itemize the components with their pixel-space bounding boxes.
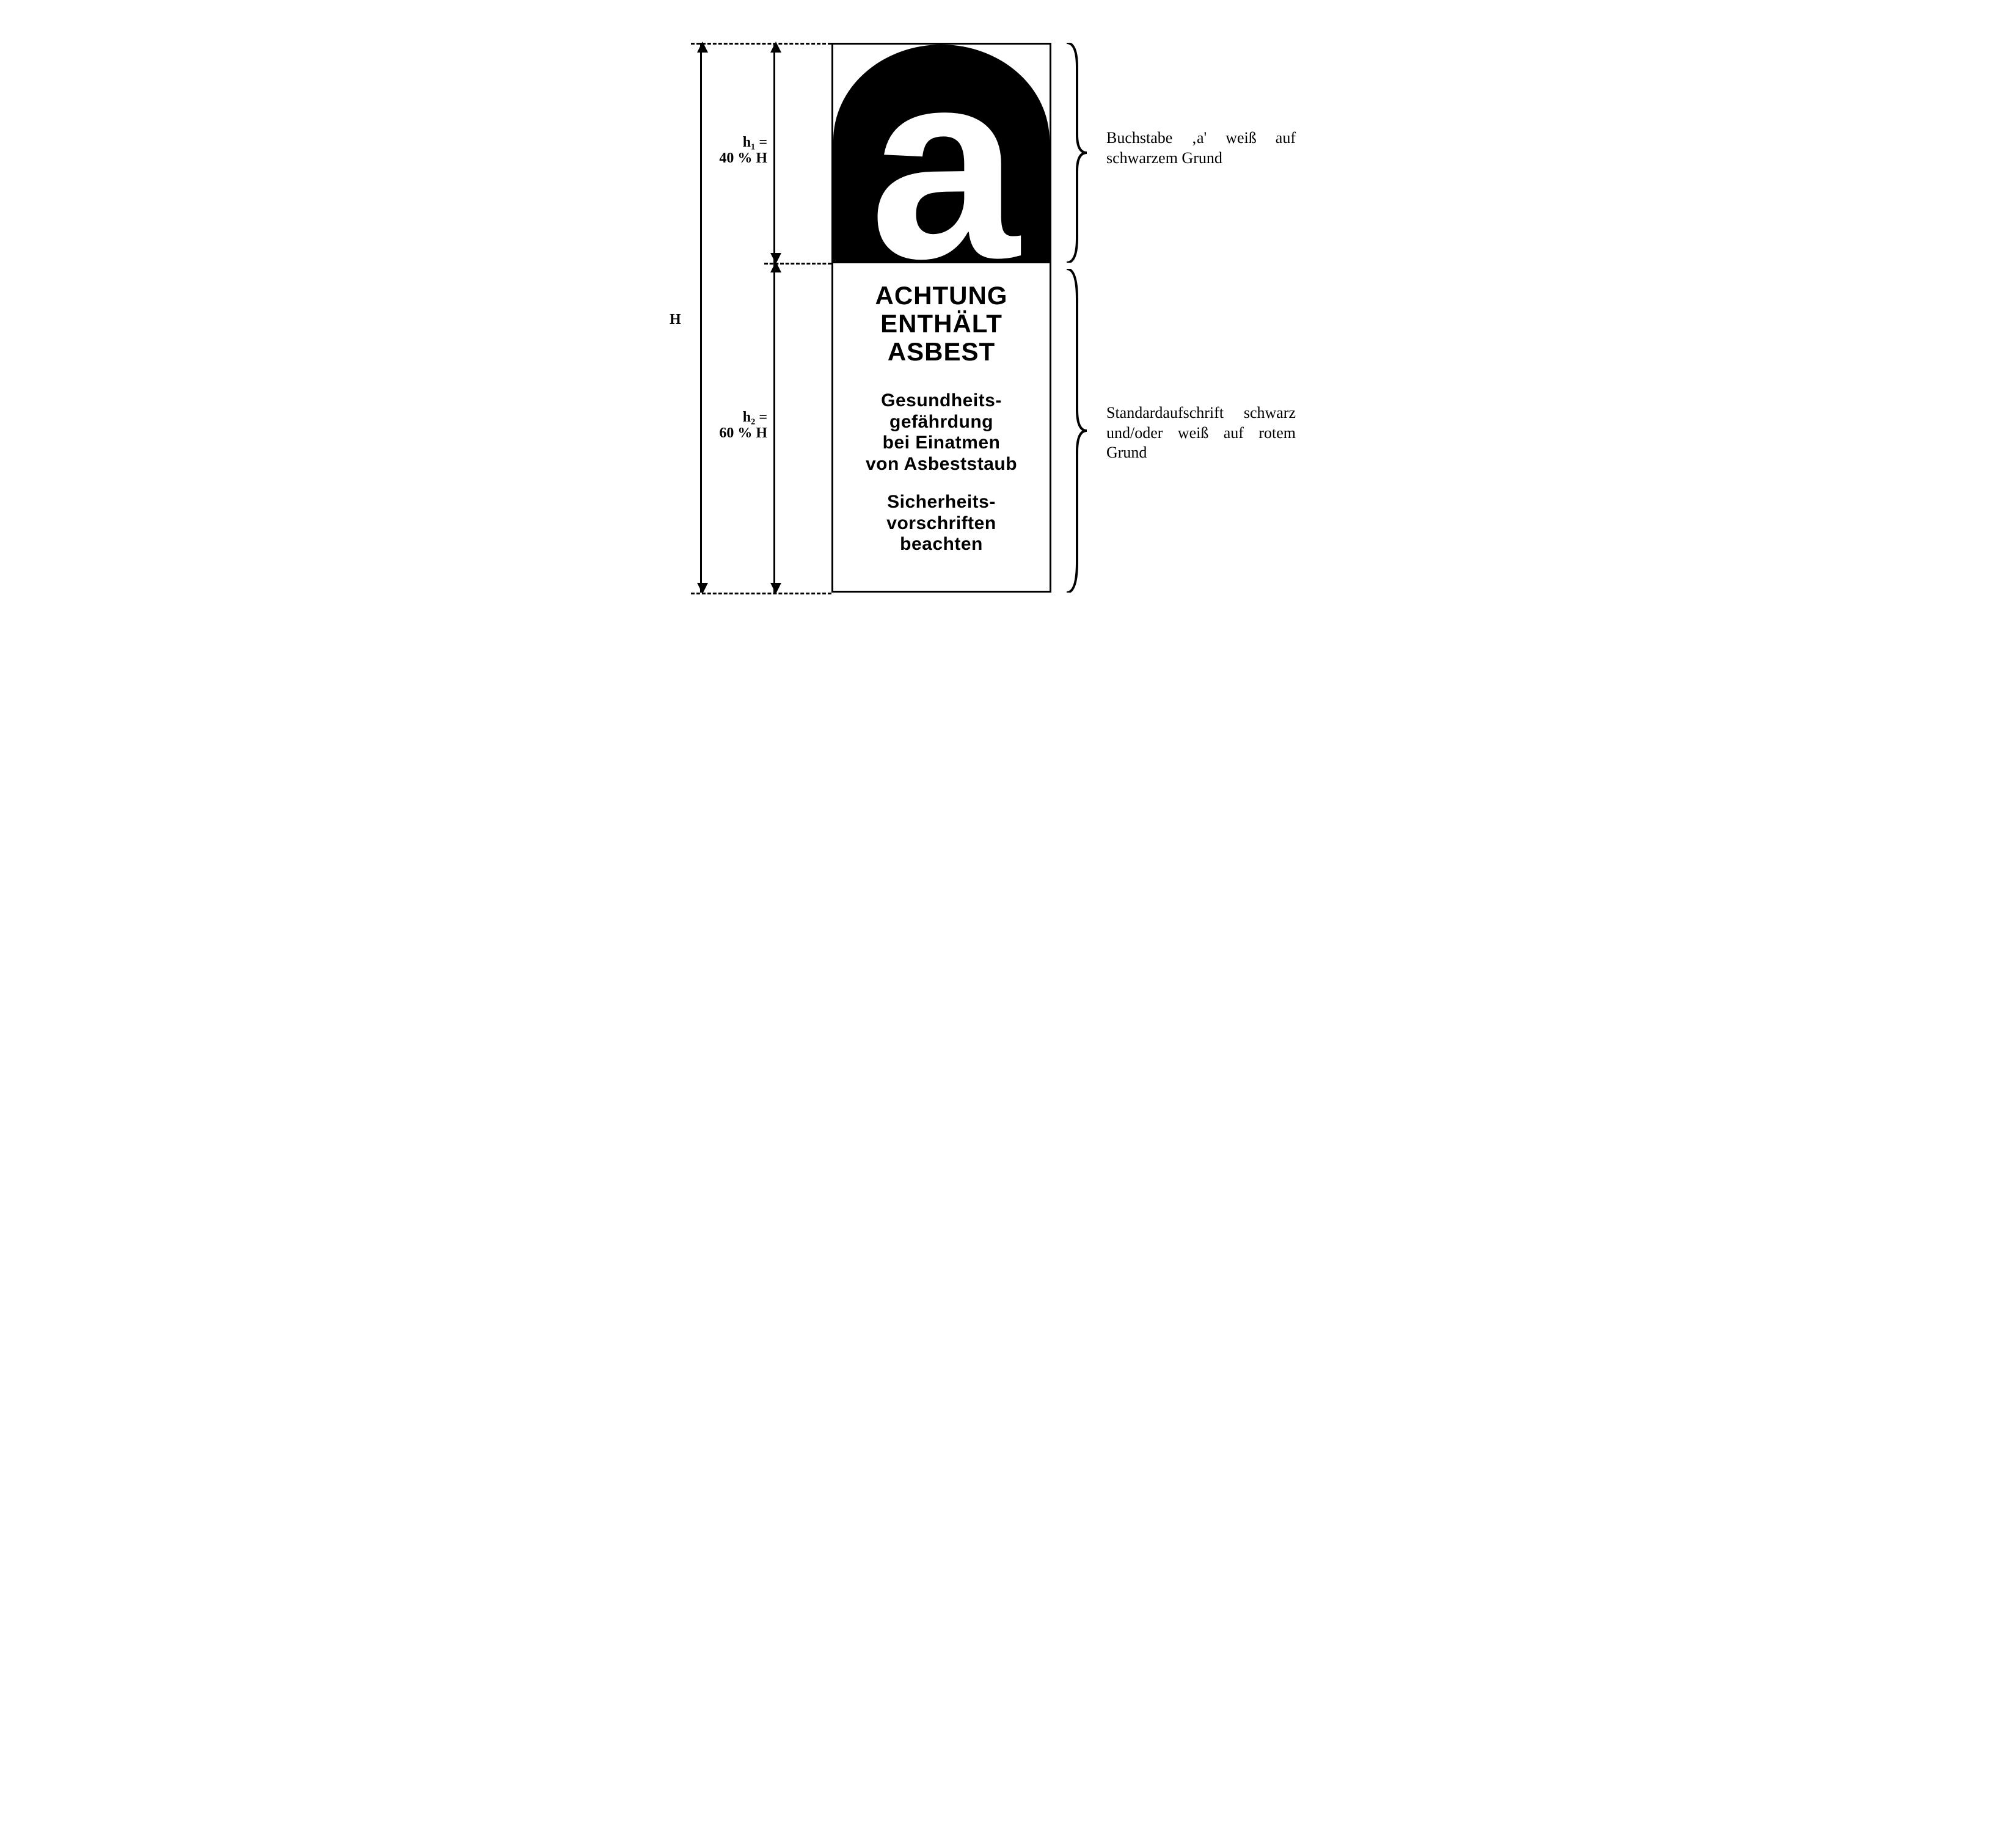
label-bottom-section: ACHTUNG ENTHÄLT ASBEST Gesundheits- gefä… xyxy=(833,263,1050,591)
letter-a: a xyxy=(870,71,1013,259)
asbestos-label-diagram: H h₁ = 40 % H h₂ = 60 % H a ACHTUNG ENTH… xyxy=(667,24,1338,623)
warning-body-2: Sicherheits- vorschriften beachten xyxy=(839,492,1043,555)
annotation-top: Buchstabe ‚a' weiß auf schwarzem Grund xyxy=(1106,128,1296,168)
dash-top xyxy=(691,43,831,45)
annotation-bottom: Standardaufschrift schwarz und/oder weiß… xyxy=(1106,403,1296,463)
brace-top xyxy=(1064,43,1088,263)
dim-h2-label: h₂ = 60 % H xyxy=(718,409,767,442)
label-top-section: a xyxy=(833,45,1050,263)
brace-bottom xyxy=(1064,269,1088,593)
warning-title: ACHTUNG ENTHÄLT ASBEST xyxy=(839,282,1043,367)
warning-body-1: Gesundheits- gefährdung bei Einatmen von… xyxy=(839,390,1043,475)
asbestos-label: a ACHTUNG ENTHÄLT ASBEST Gesundheits- ge… xyxy=(831,43,1051,593)
dim-H-label: H xyxy=(670,312,681,327)
dash-bot xyxy=(691,593,831,594)
dim-h1 xyxy=(773,43,775,263)
dim-h1-label: h₁ = 40 % H xyxy=(718,134,767,167)
dim-h2 xyxy=(773,263,775,593)
dim-H xyxy=(700,43,702,593)
